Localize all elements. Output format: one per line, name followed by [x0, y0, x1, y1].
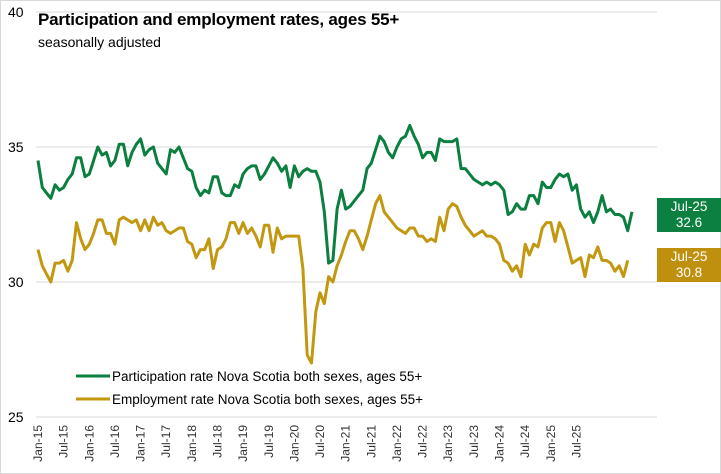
x-axis-ticks: Jan-15 Jul-15 Jan-16 Jul-16 Jan-17 Jul-17 Jan-…	[31, 425, 583, 462]
chart-subtitle: seasonally adjusted	[38, 34, 161, 50]
legend-label-participation: Participation rate Nova Scotia both sexe…	[112, 369, 422, 384]
end-label-employment-value: 30.8	[675, 265, 703, 280]
y-axis-ticks: 25 30 35 40	[8, 4, 24, 425]
x-tick-label: Jan-19	[236, 425, 250, 462]
series-lines	[36, 123, 634, 365]
employment-line	[36, 194, 630, 365]
participation-line	[36, 123, 634, 265]
x-tick-label: Jul-22	[416, 425, 430, 458]
x-tick-label: Jan-20	[287, 425, 301, 462]
y-tick-label: 35	[8, 139, 24, 155]
x-tick-label: Jan-17	[134, 425, 148, 462]
end-label-participation: Jul-25 32.6	[657, 198, 721, 232]
y-tick-label: 40	[8, 4, 24, 20]
x-tick-label: Jul-20	[313, 425, 327, 458]
end-label-employment: Jul-25 30.8	[657, 248, 721, 282]
x-tick-label: Jul-19	[262, 425, 276, 458]
x-tick-label: Jan-18	[185, 425, 199, 462]
end-label-employment-period: Jul-25	[670, 249, 708, 264]
y-tick-label: 25	[8, 409, 24, 425]
x-tick-label: Jul-15	[57, 425, 71, 458]
legend-label-employment: Employment rate Nova Scotia both sexes, …	[112, 392, 423, 407]
x-tick-label: Jul-21	[364, 425, 378, 458]
x-tick-label: Jul-18	[210, 425, 224, 458]
x-tick-label: Jul-24	[518, 425, 532, 458]
gridlines	[36, 11, 657, 418]
x-tick-label: Jan-23	[441, 425, 455, 462]
x-tick-label: Jul-25	[569, 425, 583, 458]
x-tick-label: Jan-25	[544, 425, 558, 462]
y-tick-label: 30	[8, 274, 24, 290]
x-tick-label: Jan-24	[493, 425, 507, 462]
end-label-participation-value: 32.6	[675, 215, 703, 230]
x-tick-label: Jan-22	[390, 425, 404, 462]
x-tick-label: Jul-17	[159, 425, 173, 458]
x-tick-label: Jul-16	[108, 425, 122, 458]
x-tick-label: Jan-16	[82, 425, 96, 462]
legend: Participation rate Nova Scotia both sexe…	[76, 369, 423, 407]
x-tick-label: Jan-21	[339, 425, 353, 462]
x-tick-label: Jul-23	[467, 425, 481, 458]
x-tick-label: Jan-15	[31, 425, 45, 462]
chart-title: Participation and employment rates, ages…	[38, 10, 400, 29]
end-label-participation-period: Jul-25	[670, 199, 708, 214]
